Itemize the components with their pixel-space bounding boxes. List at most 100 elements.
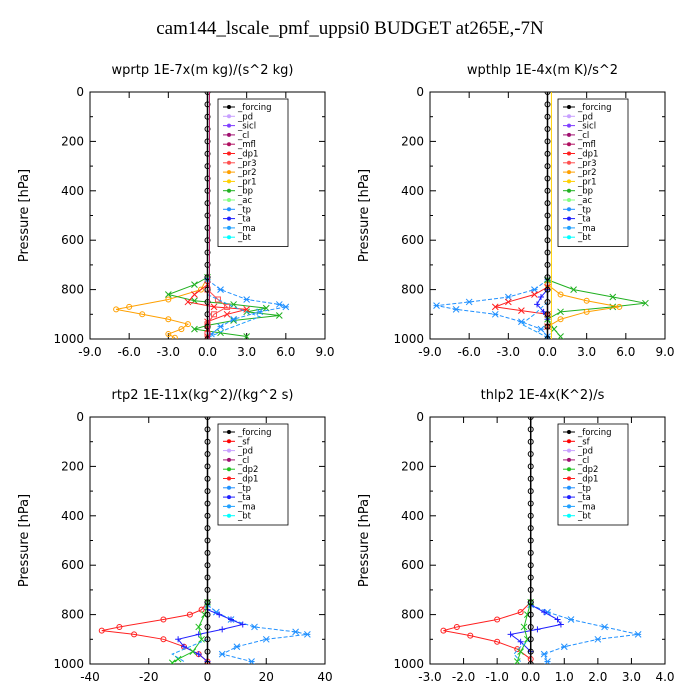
series-group [98, 417, 311, 664]
legend-marker [227, 513, 231, 518]
data-point-ta [541, 609, 548, 616]
data-point-tp [230, 315, 237, 323]
legend-label: _mfl [577, 140, 596, 150]
data-point-forcing [544, 101, 551, 108]
legend-label: _cl [237, 131, 249, 141]
legend-marker [567, 467, 571, 472]
legend-marker [567, 235, 571, 240]
legend-marker [227, 485, 231, 490]
series-line-dp1 [443, 601, 532, 660]
data-point-forcing [204, 298, 211, 305]
data-point-dp1 [531, 291, 538, 298]
data-point-forcing [204, 636, 211, 643]
data-point-dp1 [186, 611, 193, 618]
x-tick-label: -3.0 [157, 345, 180, 359]
y-tick-label: 200 [401, 134, 424, 148]
legend-marker [227, 123, 231, 128]
data-point-forcing [544, 92, 551, 95]
data-point-forcing [204, 212, 211, 219]
data-point-pr2 [139, 311, 146, 318]
data-point-pr3 [224, 303, 231, 310]
chart-panel-1: wprtp 1E-7x(m kg)/(s^2 kg) Pressure [hPa]… [17, 63, 335, 359]
legend-marker [227, 160, 231, 165]
data-point-forcing [544, 286, 551, 293]
data-point-pr2 [184, 321, 191, 328]
data-point-ta [219, 626, 226, 633]
data-point-forcing [544, 336, 551, 339]
data-point-forcing [544, 311, 551, 318]
x-tick-label: 1.0 [555, 670, 574, 684]
data-point-dp1 [517, 609, 524, 616]
data-point-bp [191, 281, 198, 289]
series-line-bp [166, 276, 280, 338]
data-point-dp1 [504, 298, 512, 306]
data-point-forcing [204, 274, 211, 281]
data-point-tp [243, 296, 251, 303]
y-axis-label: Pressure [hPa] [17, 169, 32, 262]
data-point-dp1 [440, 627, 447, 634]
x-tick-label: 20 [259, 670, 274, 684]
data-point-forcing [527, 463, 534, 470]
series-line-pr2 [547, 284, 620, 328]
series-group [433, 92, 649, 339]
data-point-forcing [544, 187, 551, 194]
y-tick-label: 200 [61, 459, 84, 473]
data-point-tp [518, 318, 525, 326]
legend-label: _cl [237, 456, 249, 466]
data-point-forcing [527, 586, 534, 593]
data-point-forcing [527, 611, 534, 618]
data-point-dp1 [514, 646, 521, 653]
data-point-forcing [204, 92, 211, 95]
data-point-forcing [527, 537, 534, 544]
legend-marker [567, 198, 571, 202]
data-point-forcing [204, 475, 211, 482]
data-point-ta [537, 294, 544, 301]
legend-marker [227, 105, 231, 109]
data-point-pr2 [113, 306, 120, 313]
data-point-bp [557, 333, 564, 339]
data-point-forcing [527, 500, 534, 507]
legend-marker [227, 198, 231, 202]
legend-label: _cl [577, 456, 589, 466]
data-point-forcing [527, 599, 534, 606]
data-point-dp2 [520, 623, 528, 631]
legend-label: _pr2 [237, 168, 257, 178]
data-point-forcing [204, 187, 211, 194]
x-tick-label: 0.0 [538, 345, 557, 359]
data-point-forcing [544, 150, 551, 157]
data-point-forcing [527, 574, 534, 581]
data-point-dp2 [517, 648, 524, 656]
y-tick-label: 200 [401, 459, 424, 473]
data-point-forcing [204, 623, 211, 630]
x-tick-label: 3.0 [237, 345, 256, 359]
legend-label: _pr1 [237, 177, 257, 187]
data-point-forcing [204, 438, 211, 445]
data-point-pr2 [178, 326, 185, 333]
legend-label: _sicl [237, 122, 256, 132]
legend-marker [567, 504, 571, 509]
legend-label: _ta [577, 493, 591, 503]
data-point-dp1 [131, 631, 138, 638]
legend-label: _ma [237, 502, 256, 512]
legend-marker [567, 476, 571, 481]
series-group [113, 92, 290, 339]
legend-label: _dp1 [577, 150, 598, 160]
legend-marker [227, 132, 231, 137]
data-point-bp [243, 333, 251, 339]
data-point-forcing [204, 417, 211, 420]
data-point-forcing [544, 200, 551, 207]
data-point-pr2 [165, 296, 172, 303]
data-point-forcing [204, 451, 211, 458]
data-point-tp [537, 325, 545, 333]
data-point-pr2 [616, 303, 623, 310]
data-point-tp [560, 643, 568, 651]
data-point-tp [544, 658, 551, 664]
legend-label: _dp1 [237, 150, 258, 160]
legend-label: _sf [237, 437, 251, 447]
legend-label: _forcing [237, 428, 272, 438]
legend-label: _tp [237, 205, 251, 215]
data-point-pr3 [211, 311, 218, 318]
legend-marker [227, 216, 231, 221]
data-point-tp [248, 658, 255, 664]
